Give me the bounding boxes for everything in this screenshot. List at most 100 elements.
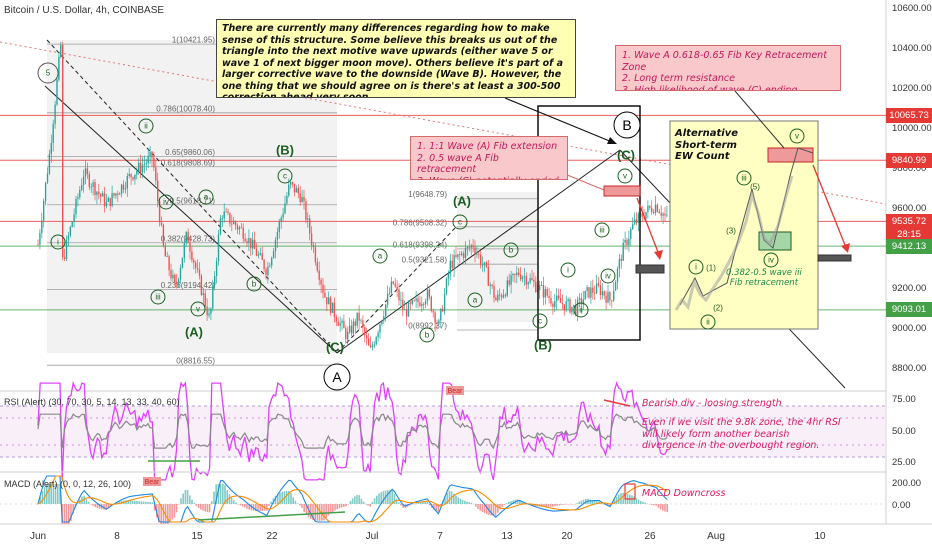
fib-label: 0.618(9808.69) [161,158,216,167]
fib-label: 0.786(10078.40) [156,104,215,113]
macd-histogram-bar [453,493,455,504]
candle-body [41,220,43,234]
candle-body [172,274,174,279]
candle-body [259,253,261,255]
macd-histogram-bar [492,504,495,516]
candle-body [375,337,377,345]
macd-histogram-bar [90,504,92,505]
macd-histogram-bar [499,504,501,510]
wave-circle [372,248,388,264]
candle-body [347,331,349,340]
macd-histogram-bar [362,501,365,504]
candle-body [474,247,476,255]
time-tick: 7 [437,531,443,542]
candle-body [288,184,290,196]
candle-body [658,211,660,214]
red-arrow-1-head [654,250,663,260]
candle-body [122,184,125,190]
candle-body [263,259,265,270]
macd-histogram-bar [129,500,132,504]
macd-histogram-bar [613,499,616,504]
macd-histogram-bar [332,504,334,512]
macd-histogram-bar [334,504,336,511]
price-tick: 9800.00 [892,162,927,174]
candle-body [660,213,662,216]
wave-label-small: ii [579,306,583,315]
current-zone-box [537,105,641,341]
macd-histogram-bar [543,504,545,507]
macd-histogram-bar [184,489,187,504]
candle-body [396,286,398,290]
macd-histogram-bar [501,504,503,507]
candle-body [318,270,320,280]
candle-body [67,235,70,240]
wave-label-small: a [473,296,478,305]
time-tick: 22 [266,531,278,542]
wave-circle [37,62,59,84]
candle-body [79,189,81,198]
macd-histogram-bar [153,504,156,511]
macd-histogram-bar [560,504,563,506]
macd-histogram-bar [582,499,585,504]
wave-circle [150,289,166,305]
candle-body [208,313,210,316]
time-tick: 26 [644,531,656,542]
candle-body [641,213,643,218]
candle-body [200,275,203,295]
candle-body [440,308,442,321]
candle-body [459,254,461,256]
candle-body [314,247,317,263]
candle-body [181,257,184,268]
candle-body [381,320,383,325]
candle-body [176,281,178,284]
candle-body [352,321,355,334]
candle-body [272,251,275,258]
wave-circle [600,268,616,284]
fib-label: 0.5(9618.71) [170,196,216,205]
macd-histogram-bar [666,504,668,513]
macd-histogram-bar [162,504,165,524]
rsi-title: RSI (Alert) (30, 70, 30, 5, 14, 13, 33, … [4,397,180,407]
macd-histogram-bar [435,504,437,512]
macd-histogram-bar [567,504,569,505]
macd-histogram-bar [138,501,140,504]
macd-histogram-bar [479,504,481,511]
macd-histogram-bar [134,500,136,504]
candle-body [544,289,546,298]
candle-body [369,345,372,348]
candle-body [286,195,288,204]
candle-body [599,285,602,295]
candle-body [428,289,431,297]
candle-body [461,253,463,255]
macd-histogram-bar [563,504,565,505]
candle-body [119,193,121,195]
candle-body [236,225,239,230]
candle-body [594,292,596,294]
macd-histogram-bar [208,504,211,513]
candle-body [510,275,512,285]
macd-histogram-bar [65,504,68,524]
wave-circle [419,327,435,343]
candle-body [157,180,159,201]
candle-body [111,193,113,207]
candle-body [628,238,630,246]
candle-body [664,213,666,216]
candle-body [557,295,560,299]
macd-histogram-bar [246,504,248,509]
zone-box-red-1 [603,185,641,197]
macd-histogram-bar [292,497,294,504]
candle-body [168,256,170,271]
macd-histogram-bar [285,490,288,504]
macd-histogram-bar [279,492,281,504]
candle-body [90,186,92,188]
candle-body [96,191,98,196]
candle-body [39,233,41,245]
macd-histogram-bar [63,504,66,524]
candle-body [331,302,334,313]
macd-histogram-bar [439,504,442,507]
candle-body [345,328,347,340]
candle-body [624,239,626,243]
macd-histogram-bar [494,504,497,516]
